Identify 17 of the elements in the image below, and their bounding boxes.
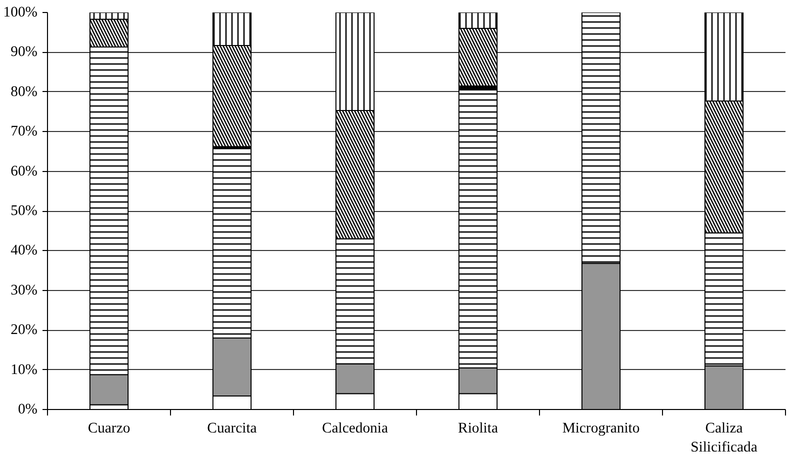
y-tick-label: 90% [10,44,38,60]
y-tick-label: 70% [10,124,38,140]
y-tick-label: 10% [10,362,38,378]
x-tick-label: Cuarcita [207,420,258,436]
x-tick-label: Caliza Silicificada [690,420,758,456]
y-tick-label: 60% [10,163,38,180]
x-tick-label: Riolita [458,420,498,436]
y-tick-label: 40% [10,242,38,259]
y-tick-label: 20% [10,322,38,338]
x-tick-label: Calcedonia [322,420,388,436]
y-tick-label: 80% [10,84,38,100]
x-tick-label: Microgranito [562,420,640,436]
y-tick-label: 0% [18,402,38,418]
y-tick-label: 30% [10,282,38,298]
y-tick-label: 50% [10,203,38,219]
y-tick-label: 100% [3,4,38,20]
x-tick-label: Cuarzo [88,420,130,436]
